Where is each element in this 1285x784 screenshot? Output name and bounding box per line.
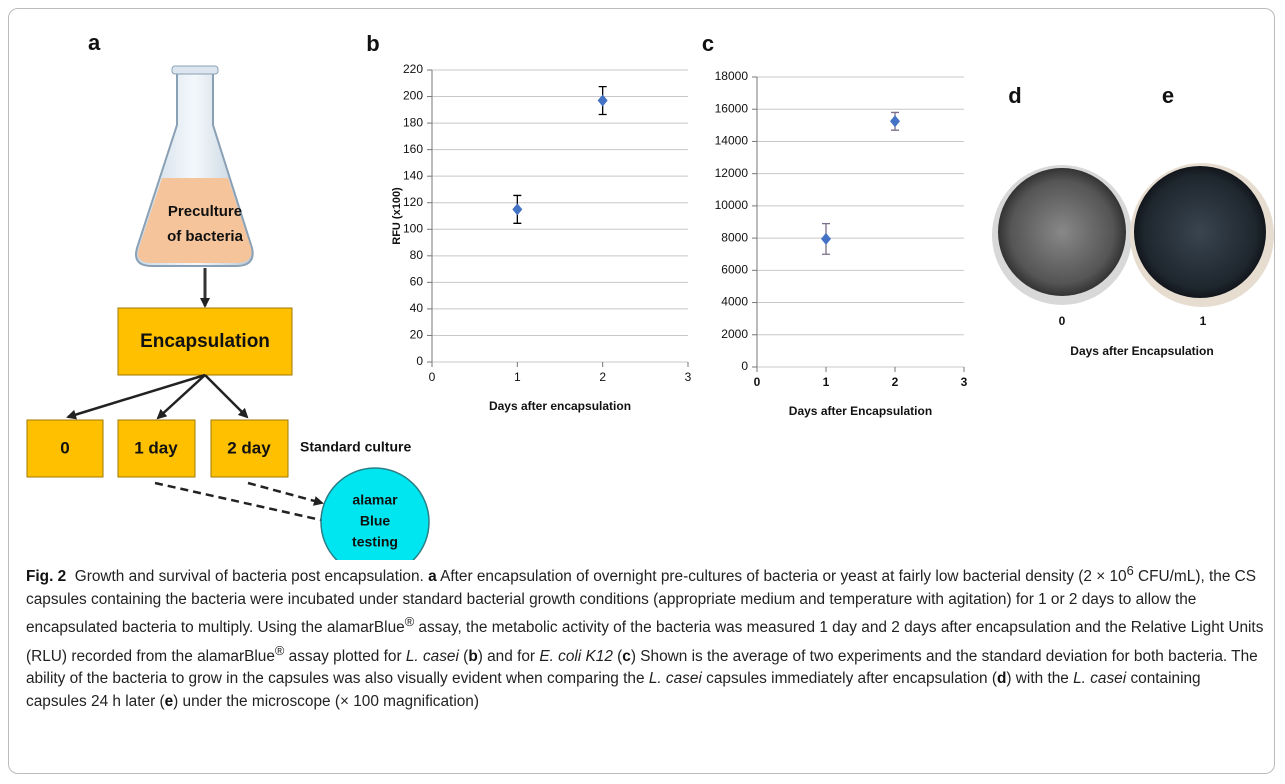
image-axis-label: Days after Encapsulation xyxy=(1070,344,1213,358)
x-tick-label: 0 xyxy=(429,370,436,384)
assay-label: Blue xyxy=(360,513,391,529)
caption-text: ® xyxy=(404,614,415,630)
y-tick-label: 0 xyxy=(741,359,748,373)
caption-text: 6 xyxy=(1126,563,1134,578)
caption-text: CFU/mL), the CS capsules containing the … xyxy=(26,568,1261,637)
y-tick-label: 140 xyxy=(403,168,423,182)
time-box xyxy=(117,419,196,478)
y-tick-label: 18000 xyxy=(715,69,749,83)
image-x-label: 1 xyxy=(1200,314,1207,328)
caption-text: E. coli K12 xyxy=(539,647,613,665)
assay-label: alamar xyxy=(352,492,398,508)
caption-text: L. casei xyxy=(1073,670,1127,688)
data-point xyxy=(597,94,608,107)
x-axis-label: Days after Encapsulation xyxy=(789,404,932,418)
x-tick-label: 1 xyxy=(514,370,521,384)
y-tick-label: 200 xyxy=(403,89,423,103)
caption-text: ) Shown is the average of two experiment… xyxy=(26,647,1262,688)
y-tick-label: 220 xyxy=(403,62,423,76)
figure: a Preculture of bacteria Encapsulation 0… xyxy=(26,30,1274,560)
x-tick-label: 1 xyxy=(823,375,830,389)
y-tick-label: 16000 xyxy=(715,101,749,115)
caption-text: e xyxy=(164,692,174,710)
caption-text: ® xyxy=(274,642,285,658)
time-label: 0 xyxy=(60,438,69,457)
y-tick-label: 6000 xyxy=(721,263,748,277)
x-tick-label: 2 xyxy=(892,375,899,389)
caption-text: After encapsulation of overnight pre-cul… xyxy=(436,568,1127,586)
time-box xyxy=(26,419,104,478)
caption-text: ( xyxy=(458,647,469,665)
caption-text: containing capsules 24 h later ( xyxy=(26,670,1205,710)
figure-frame xyxy=(8,8,1275,774)
time-box xyxy=(210,419,289,478)
y-tick-label: 40 xyxy=(410,301,424,315)
arrow xyxy=(156,374,206,420)
data-point xyxy=(512,203,523,216)
caption-text: c xyxy=(622,647,631,665)
y-tick-label: 160 xyxy=(403,142,423,156)
y-tick-label: 180 xyxy=(403,115,423,129)
capsule-image xyxy=(1134,166,1266,298)
y-tick-label: 14000 xyxy=(715,134,749,148)
caption-text: assay plotted for xyxy=(284,647,406,665)
y-tick-label: 120 xyxy=(403,195,423,209)
arrow xyxy=(204,374,249,419)
x-tick-label: 3 xyxy=(961,375,968,389)
caption: Fig. 2 Growth and survival of bacteria p… xyxy=(26,560,1264,713)
caption-text: a xyxy=(428,568,437,586)
flask-rim xyxy=(171,65,219,75)
y-tick-label: 4000 xyxy=(721,295,748,309)
y-tick-label: 2000 xyxy=(721,327,748,341)
caption-text: L. casei xyxy=(405,647,459,665)
caption-text: L. casei xyxy=(648,670,702,688)
time-label: 1 day xyxy=(134,438,178,457)
y-tick-label: 80 xyxy=(410,248,424,262)
caption-text: ( xyxy=(612,647,623,665)
caption-text: ) and for xyxy=(477,647,540,665)
y-tick-label: 60 xyxy=(410,275,424,289)
y-axis-label: RFU (x100) xyxy=(391,187,403,245)
dashed-arrow xyxy=(154,481,332,526)
caption-text: ) with the xyxy=(1006,670,1074,688)
caption-text: d xyxy=(997,670,1007,688)
flask-liquid xyxy=(137,178,252,263)
dashed-arrow xyxy=(247,481,324,506)
panel-label: b xyxy=(366,31,379,56)
capsule-image xyxy=(998,168,1126,296)
y-tick-label: 8000 xyxy=(721,230,748,244)
time-caption: Standard culture xyxy=(300,439,411,455)
arrow xyxy=(66,373,206,420)
y-tick-label: 12000 xyxy=(715,166,749,180)
flask-label: of bacteria xyxy=(167,228,244,245)
panel-label: e xyxy=(1162,83,1174,108)
caption-text: capsules immediately after encapsulation… xyxy=(701,670,997,688)
panel-label: c xyxy=(702,31,714,56)
caption-text: ) under the microscope (× 100 magnificat… xyxy=(173,692,479,710)
x-tick-label: 0 xyxy=(754,375,761,389)
y-tick-label: 0 xyxy=(416,354,423,368)
panel-label: d xyxy=(1008,83,1021,108)
caption-text: assay, the metabolic activity of the bac… xyxy=(26,619,1268,665)
y-tick-label: 20 xyxy=(410,328,424,342)
y-tick-label: 100 xyxy=(403,221,423,235)
panel-label: a xyxy=(88,30,101,55)
image-x-label: 0 xyxy=(1059,314,1066,328)
flask-label: Preculture xyxy=(168,203,242,220)
x-tick-label: 3 xyxy=(685,370,692,384)
process-label: Encapsulation xyxy=(140,331,270,352)
x-tick-label: 2 xyxy=(599,370,606,384)
y-tick-label: 10000 xyxy=(715,198,749,212)
data-point xyxy=(890,115,900,128)
caption-text: Fig. 2 xyxy=(26,568,67,586)
data-point xyxy=(821,232,831,245)
time-label: 2 day xyxy=(227,438,271,457)
x-axis-label: Days after encapsulation xyxy=(489,399,631,413)
assay-circle xyxy=(320,467,430,560)
assay-label: testing xyxy=(352,534,398,550)
caption-text: b xyxy=(468,647,478,665)
caption-text: Growth and survival of bacteria post enc… xyxy=(66,568,429,586)
